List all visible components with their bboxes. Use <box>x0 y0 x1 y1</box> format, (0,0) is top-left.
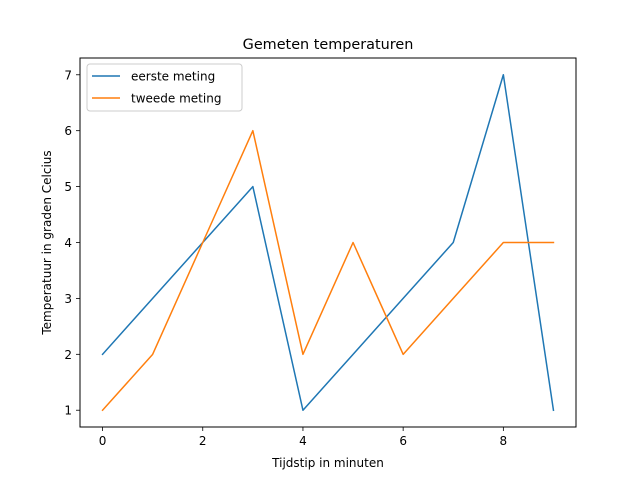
y-tick-label: 4 <box>64 236 72 250</box>
chart-title: Gemeten temperaturen <box>243 37 414 53</box>
x-tick-label: 6 <box>399 434 407 448</box>
y-tick-label: 3 <box>64 292 72 306</box>
y-tick-label: 5 <box>64 180 72 194</box>
series-line-2 <box>101 129 555 412</box>
series-layer <box>101 74 555 412</box>
x-axis-ticks: 0 2 4 6 8 <box>99 427 507 448</box>
legend: eerste meting tweede meting <box>86 63 243 112</box>
legend-label: tweede meting <box>131 92 221 106</box>
x-tick-label: 8 <box>500 434 508 448</box>
y-tick-label: 7 <box>64 68 72 82</box>
x-axis-label: Tijdstip in minuten <box>271 456 384 470</box>
y-tick-label: 1 <box>64 404 72 418</box>
y-axis-ticks: 1 2 3 4 5 6 7 <box>64 68 80 418</box>
x-tick-label: 2 <box>199 434 207 448</box>
y-axis-label: Temperatuur in graden Celcius <box>40 150 54 335</box>
x-tick-label: 4 <box>299 434 307 448</box>
series-line-1 <box>101 74 555 412</box>
plot-area <box>80 58 576 427</box>
y-tick-label: 6 <box>64 124 72 138</box>
legend-label: eerste meting <box>131 70 215 84</box>
x-tick-label: 0 <box>99 434 107 448</box>
legend-box <box>86 63 243 112</box>
y-tick-label: 2 <box>64 348 72 362</box>
